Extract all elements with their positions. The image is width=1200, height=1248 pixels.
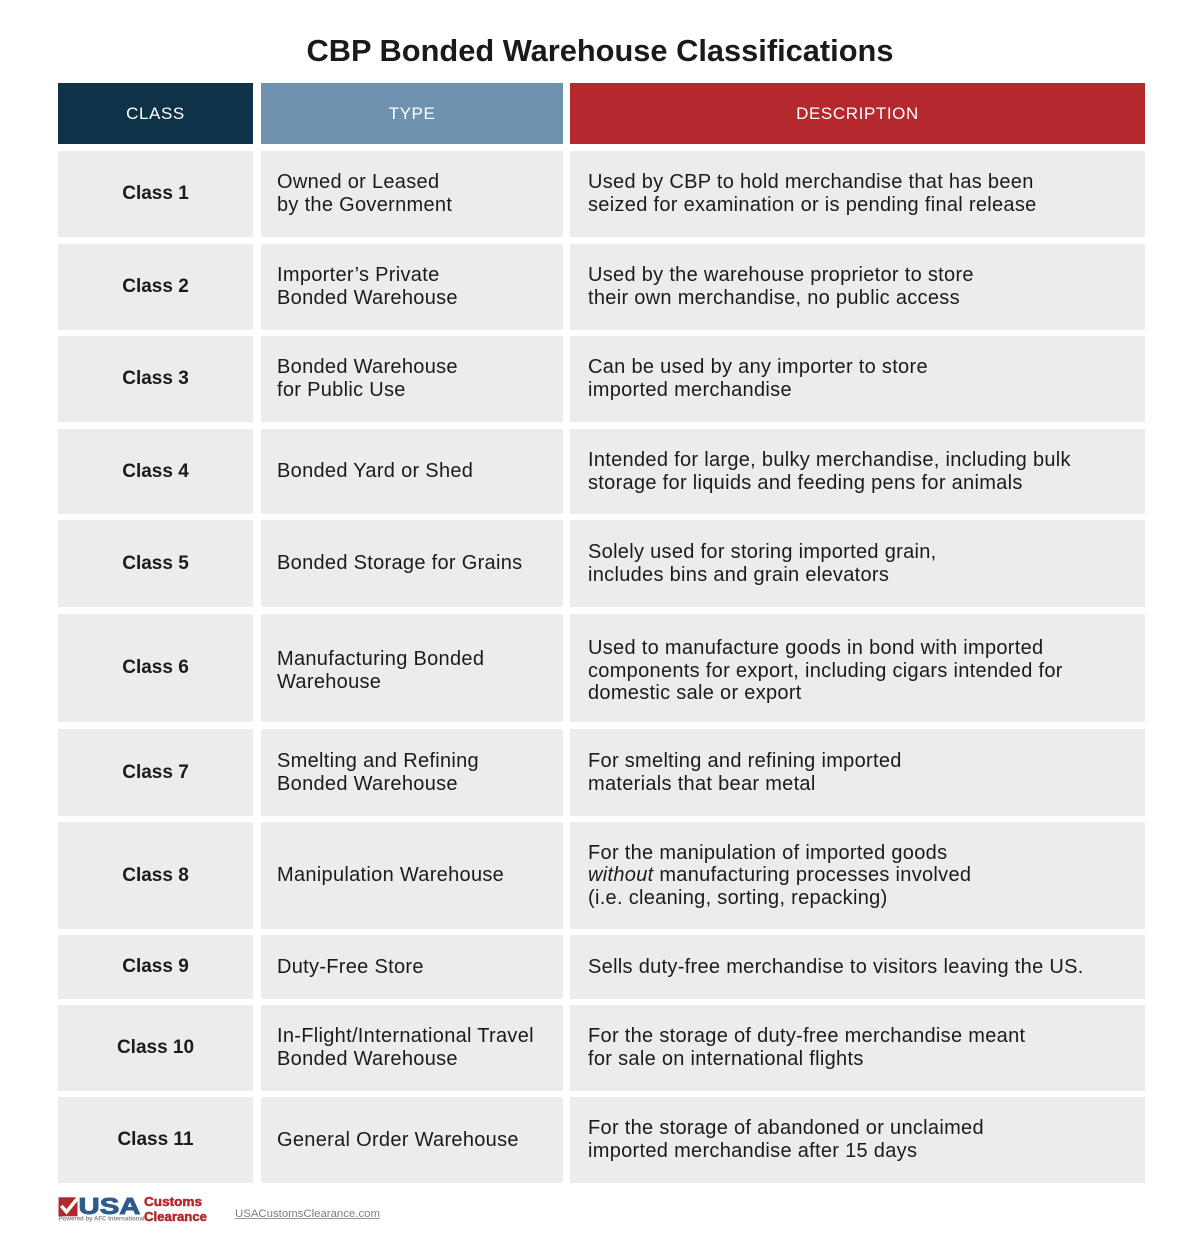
svg-text:Customs: Customs xyxy=(144,1196,202,1209)
svg-text:Clearance: Clearance xyxy=(144,1209,207,1224)
svg-text:USA: USA xyxy=(79,1196,141,1219)
svg-text:Powered by AFC International: Powered by AFC International xyxy=(59,1217,145,1223)
